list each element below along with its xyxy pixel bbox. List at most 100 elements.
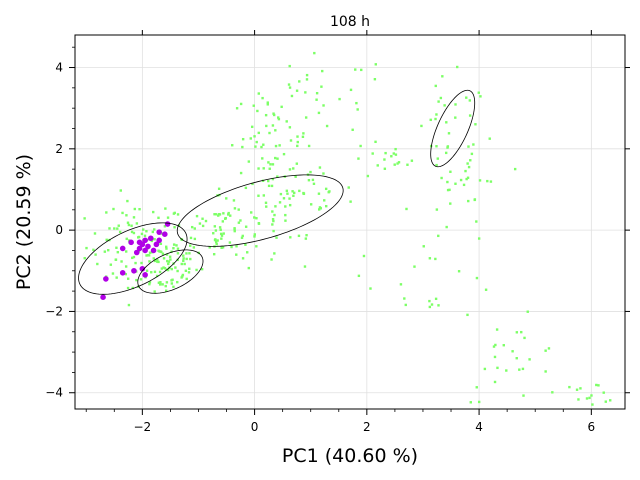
green-point — [139, 278, 143, 281]
green-point — [124, 265, 128, 268]
green-point — [440, 176, 443, 180]
green-point — [253, 235, 256, 238]
green-point — [217, 187, 221, 190]
green-point — [302, 132, 305, 135]
green-point — [297, 234, 301, 238]
green-point — [267, 184, 271, 188]
green-point — [511, 350, 514, 353]
green-point — [271, 163, 275, 166]
green-point — [323, 199, 326, 202]
green-point — [271, 223, 274, 226]
green-point — [165, 247, 168, 250]
green-point — [157, 281, 161, 284]
green-point — [165, 245, 168, 248]
purple-point — [131, 267, 137, 274]
green-point — [359, 144, 362, 148]
green-point — [83, 256, 86, 260]
green-point — [303, 265, 307, 268]
purple-point — [156, 229, 162, 235]
green-point — [105, 238, 108, 242]
green-point — [180, 262, 183, 266]
green-point — [116, 250, 120, 254]
green-point — [220, 246, 223, 249]
green-point — [115, 276, 118, 279]
green-point — [434, 297, 438, 301]
green-point — [193, 227, 196, 230]
green-point — [138, 207, 141, 211]
green-point — [373, 78, 377, 81]
green-point — [278, 201, 282, 204]
green-point — [132, 216, 136, 219]
x-tick-label: 2 — [363, 420, 371, 434]
green-point — [247, 266, 250, 270]
green-point — [214, 240, 218, 244]
green-point — [188, 252, 191, 255]
green-point — [244, 243, 247, 246]
green-point — [495, 328, 499, 331]
green-point — [270, 184, 274, 188]
green-point — [239, 219, 242, 222]
y-tick-label: 0 — [55, 223, 63, 237]
green-point — [454, 116, 457, 119]
green-point — [315, 91, 319, 95]
green-point — [214, 229, 218, 232]
green-point — [176, 213, 180, 216]
green-point — [230, 245, 233, 249]
green-point — [157, 249, 160, 252]
green-point — [467, 145, 470, 148]
y-tick-label: 2 — [55, 142, 63, 156]
green-point — [173, 226, 176, 229]
green-point — [437, 304, 440, 307]
green-point — [235, 253, 238, 256]
green-point — [301, 135, 305, 139]
green-point — [237, 208, 240, 211]
green-point — [181, 273, 185, 277]
purple-point — [100, 294, 106, 301]
green-point — [305, 233, 308, 237]
green-point — [374, 63, 377, 66]
green-point — [145, 230, 148, 233]
green-point — [317, 192, 321, 195]
green-point — [280, 105, 283, 109]
green-point — [253, 135, 256, 138]
green-point — [213, 213, 216, 216]
green-point — [148, 281, 152, 284]
green-point — [254, 145, 257, 148]
green-point — [288, 86, 292, 89]
green-point — [255, 245, 258, 248]
green-point — [376, 164, 379, 167]
green-point — [467, 199, 470, 203]
green-point — [478, 179, 482, 182]
green-point — [474, 123, 477, 126]
green-point — [597, 384, 600, 387]
green-point — [413, 265, 416, 268]
green-point — [166, 216, 170, 219]
green-point — [273, 213, 276, 217]
green-point — [157, 216, 160, 220]
green-point — [172, 285, 175, 289]
confidence-ellipse — [176, 174, 344, 247]
green-point — [164, 284, 167, 288]
green-point — [585, 397, 589, 400]
green-point — [466, 162, 469, 165]
green-point — [246, 251, 249, 254]
green-point — [446, 180, 449, 184]
green-point — [262, 167, 265, 170]
green-point — [260, 145, 263, 149]
green-point — [302, 192, 305, 196]
green-point — [311, 178, 315, 182]
green-point — [288, 126, 292, 129]
green-point — [276, 175, 279, 178]
green-point — [218, 226, 222, 229]
green-point — [322, 172, 325, 175]
green-point — [264, 201, 268, 204]
green-point — [252, 104, 255, 107]
green-point — [266, 101, 269, 104]
green-point — [168, 255, 172, 258]
purple-point — [153, 241, 160, 248]
green-point — [219, 228, 222, 232]
green-point — [307, 144, 311, 148]
green-point — [397, 161, 401, 164]
purple-point — [139, 241, 146, 248]
green-point — [125, 250, 128, 253]
